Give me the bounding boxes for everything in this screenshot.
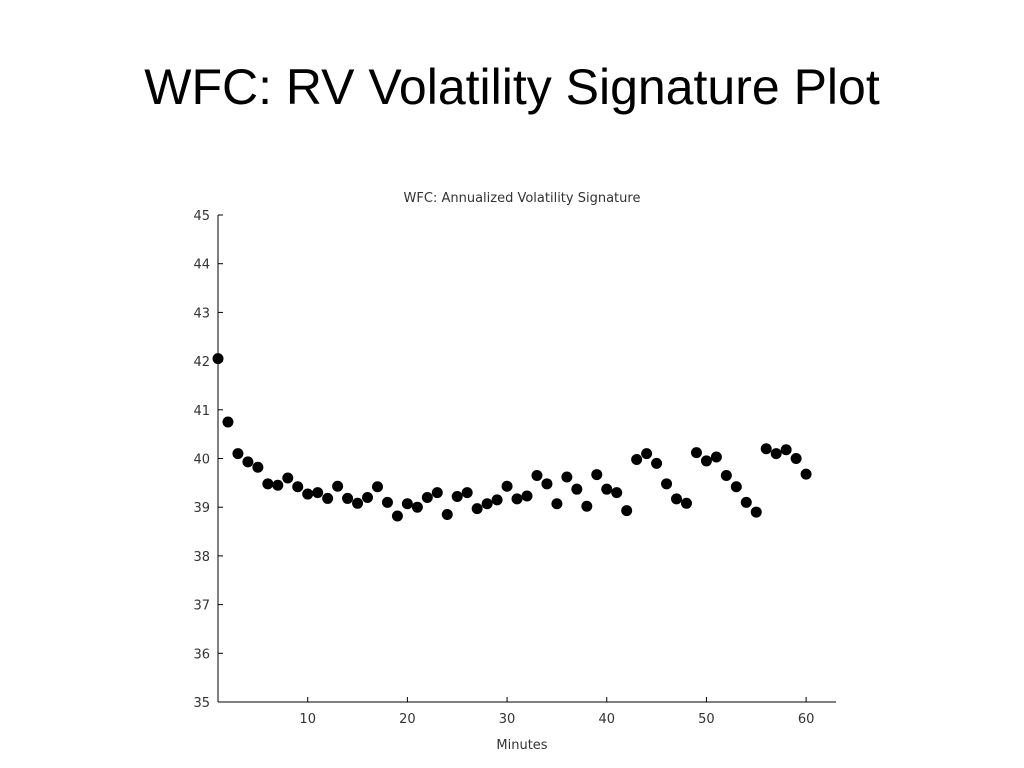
data-point	[421, 491, 433, 503]
data-point	[541, 478, 553, 490]
data-point	[292, 481, 304, 493]
data-point	[531, 470, 543, 482]
data-point	[700, 455, 712, 467]
data-point	[342, 492, 354, 504]
data-point	[680, 497, 692, 509]
data-point	[690, 447, 702, 459]
y-tick-label: 38	[193, 550, 210, 565]
data-point	[322, 492, 334, 504]
data-point	[381, 496, 393, 508]
data-point	[720, 470, 732, 482]
data-point	[790, 453, 802, 464]
data-point	[391, 510, 403, 522]
x-ticks: 10 20 30 40 50 60	[299, 697, 814, 727]
data-point	[641, 448, 653, 460]
x-tick-label: 30	[499, 712, 516, 727]
x-tick-label: 60	[798, 712, 815, 727]
data-point	[441, 509, 453, 521]
data-point	[740, 496, 752, 508]
data-point	[352, 497, 364, 509]
scatter-points	[212, 353, 812, 522]
y-tick-label: 42	[193, 355, 210, 370]
y-tick-label: 35	[193, 696, 210, 711]
data-point	[302, 488, 314, 500]
data-point	[332, 480, 344, 492]
data-point	[471, 503, 483, 515]
y-ticks: 35 36 37 38 39 40 41 42 43 44 45	[193, 209, 223, 711]
data-point	[252, 461, 264, 473]
data-point	[631, 453, 643, 465]
data-point	[591, 469, 603, 481]
x-tick-label: 20	[399, 712, 416, 727]
data-point	[521, 490, 533, 502]
data-point	[780, 444, 792, 456]
data-point	[800, 468, 812, 480]
data-point	[491, 494, 503, 506]
data-point	[621, 505, 633, 517]
data-point	[601, 483, 613, 495]
y-tick-label: 41	[193, 404, 210, 419]
plot-axes	[217, 215, 836, 703]
data-point	[312, 487, 324, 499]
data-point	[760, 443, 772, 455]
data-point	[212, 353, 224, 365]
data-point	[671, 493, 683, 505]
data-point	[222, 416, 234, 428]
x-tick-label: 50	[698, 712, 715, 727]
y-tick-label: 44	[193, 258, 210, 273]
data-point	[511, 493, 523, 505]
data-point	[501, 480, 513, 492]
data-point	[401, 498, 413, 510]
data-point	[461, 487, 473, 499]
data-point	[481, 498, 493, 510]
y-tick-label: 40	[193, 453, 210, 468]
data-point	[411, 501, 423, 513]
data-point	[282, 472, 294, 484]
data-point	[242, 456, 254, 468]
data-point	[551, 498, 563, 510]
data-point	[730, 481, 742, 493]
data-point	[431, 487, 443, 499]
data-point	[661, 478, 673, 490]
x-tick-label: 40	[598, 712, 615, 727]
data-point	[232, 448, 244, 460]
data-point	[750, 506, 762, 518]
y-tick-label: 36	[193, 647, 210, 662]
slide-title: WFC: RV Volatility Signature Plot	[144, 59, 880, 115]
y-tick-label: 43	[193, 306, 210, 321]
data-point	[451, 490, 463, 502]
y-tick-label: 45	[193, 209, 210, 224]
data-point	[651, 457, 663, 469]
x-axis-label: Minutes	[496, 738, 547, 753]
data-point	[581, 500, 593, 512]
data-point	[371, 481, 383, 493]
data-point	[770, 448, 782, 460]
y-tick-label: 39	[193, 501, 210, 516]
data-point	[571, 483, 583, 495]
data-point	[272, 479, 284, 491]
y-tick-label: 37	[193, 599, 210, 614]
data-point	[262, 478, 274, 490]
data-point	[611, 487, 623, 499]
data-point	[362, 491, 374, 503]
x-tick-label: 10	[299, 712, 316, 727]
chart-title: WFC: Annualized Volatility Signature	[404, 191, 641, 206]
data-point	[561, 471, 573, 483]
data-point	[710, 451, 722, 463]
